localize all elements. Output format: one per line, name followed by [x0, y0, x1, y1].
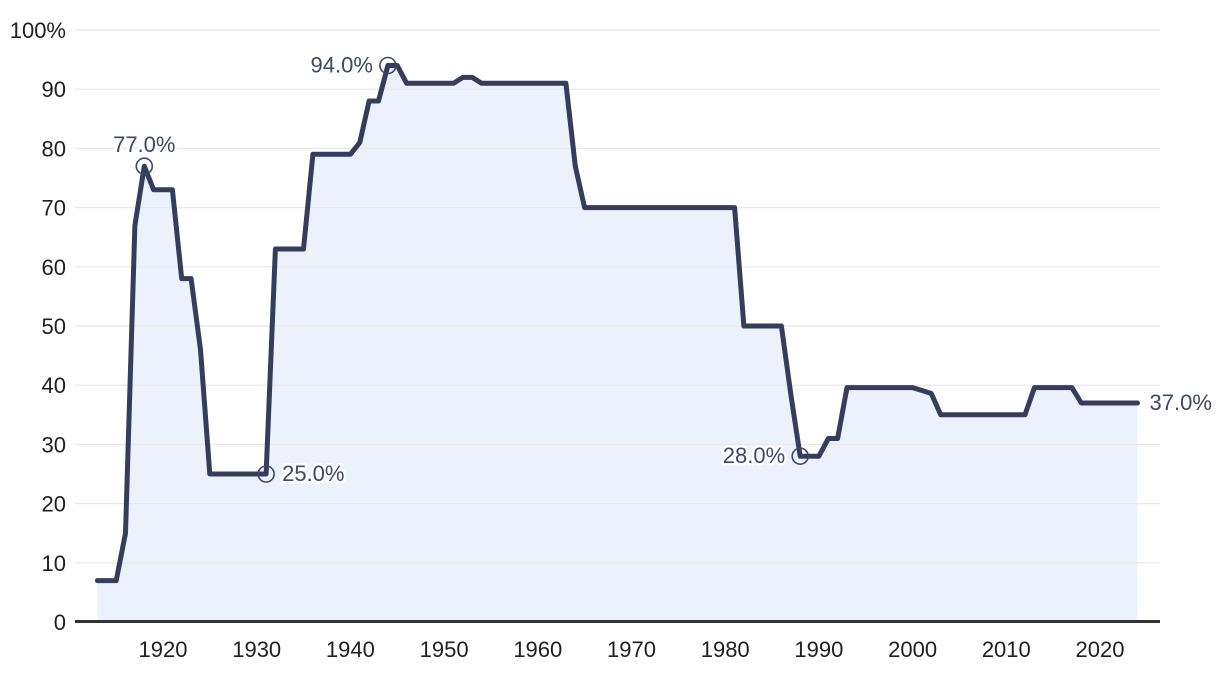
x-tick-label: 1940	[326, 637, 375, 662]
annotation-marker	[379, 56, 397, 75]
annotation-label: 25.0%	[282, 461, 344, 486]
y-tick-label: 100%	[10, 18, 66, 43]
x-tick-label: 1920	[139, 637, 188, 662]
annotation-marker	[791, 447, 810, 466]
annotation-label: 77.0%	[113, 132, 175, 157]
x-tick-label: 1950	[420, 637, 469, 662]
y-tick-label: 90	[42, 77, 66, 102]
y-tick-label: 70	[42, 196, 66, 221]
y-tick-label: 20	[42, 492, 66, 517]
annotation-label: 37.0%	[1150, 390, 1212, 415]
x-tick-label: 1970	[607, 637, 656, 662]
rate-line	[94, 63, 1140, 584]
x-tick-label: 1930	[232, 637, 281, 662]
y-tick-label: 0	[54, 610, 66, 635]
annotation-label: 94.0%	[311, 53, 373, 78]
y-tick-label: 40	[42, 373, 66, 398]
y-tick-label: 30	[42, 432, 66, 457]
x-tick-label: 2010	[982, 637, 1031, 662]
y-tick-label: 50	[42, 314, 66, 339]
annotation-marker	[257, 465, 275, 483]
x-tick-label: 1990	[794, 637, 843, 662]
x-tick-label: 2000	[888, 637, 937, 662]
y-tick-label: 80	[42, 136, 66, 161]
x-tick-label: 1980	[701, 637, 750, 662]
annotation-label: 28.0%	[723, 443, 785, 468]
annotation-marker	[135, 157, 154, 175]
y-tick-label: 60	[42, 255, 66, 280]
area-fill	[97, 65, 1138, 622]
x-tick-label: 1960	[513, 637, 562, 662]
y-tick-label: 10	[42, 551, 66, 576]
x-tick-label: 2020	[1076, 637, 1125, 662]
